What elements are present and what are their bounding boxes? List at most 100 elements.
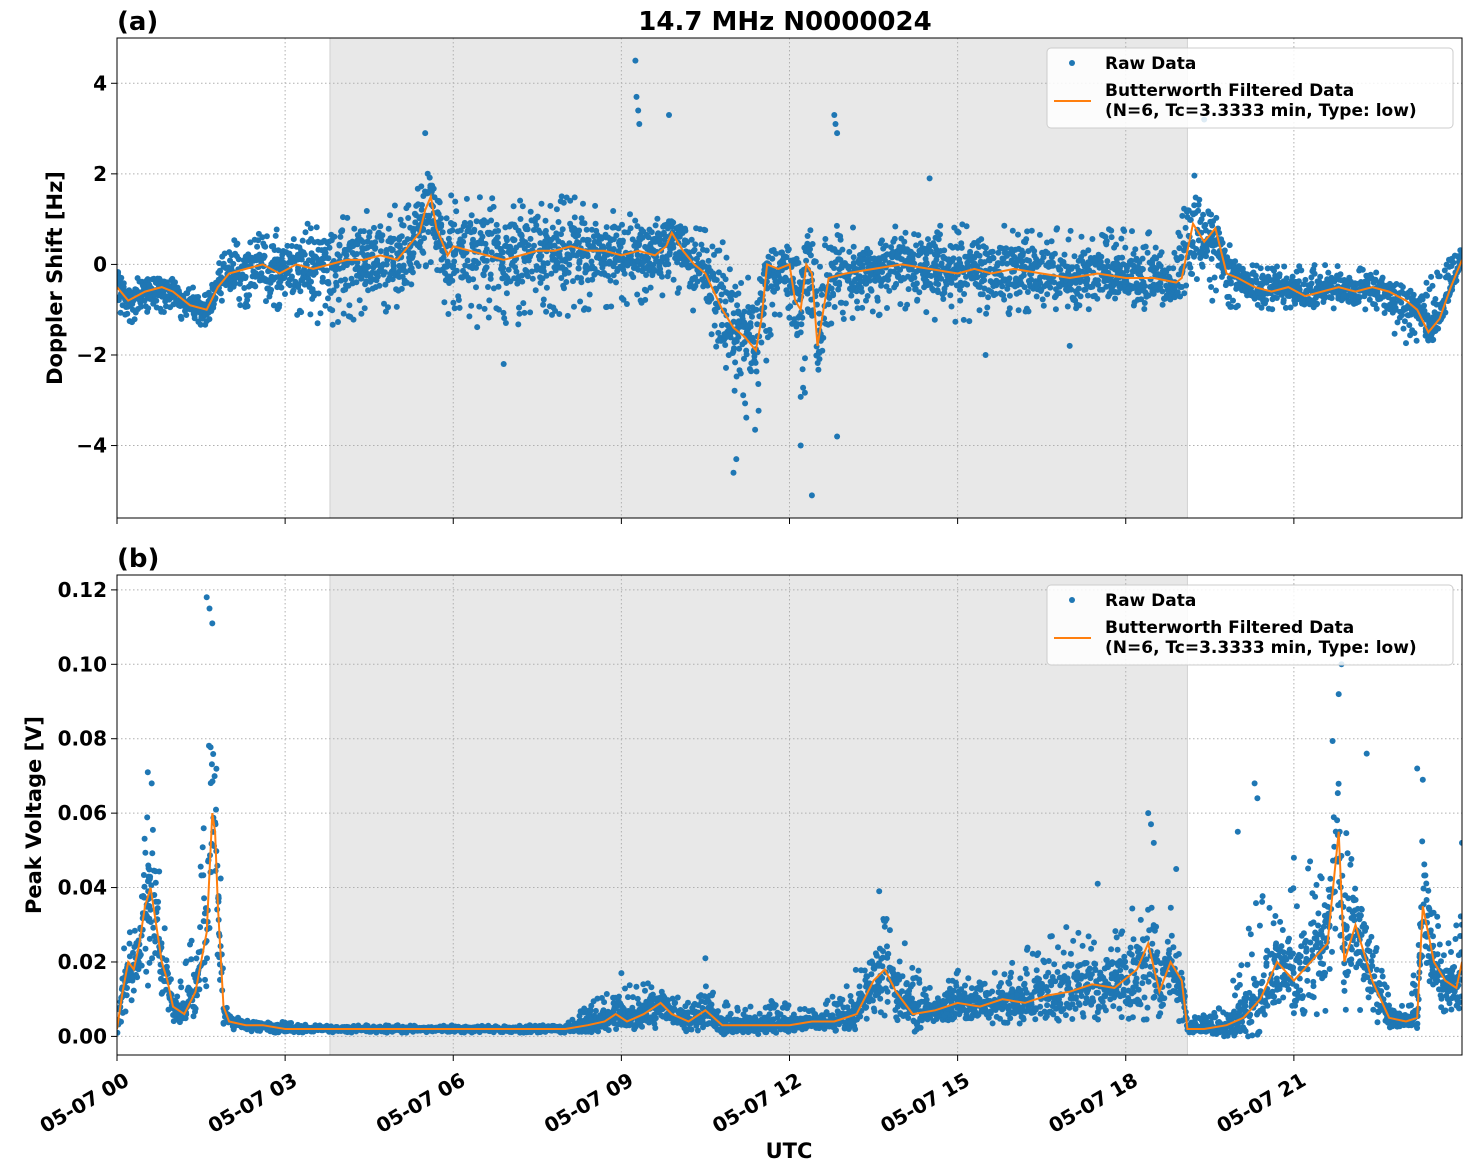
raw-data-point [748,368,754,374]
raw-data-point [382,269,388,275]
raw-data-point [325,255,331,261]
panel-a: (a) Doppler Shift [Hz] −4−2024Raw DataBu… [43,7,1465,524]
raw-data-point [1007,305,1013,311]
raw-data-point [1141,306,1147,312]
raw-data-point [851,244,857,250]
raw-data-point [481,272,487,278]
raw-data-point [1019,259,1025,265]
raw-data-point [1092,257,1098,263]
raw-data-point [530,276,536,282]
raw-data-point [937,223,943,229]
raw-data-point [897,301,903,307]
raw-data-point [1385,294,1391,300]
raw-data-point [716,248,722,254]
raw-data-point [923,309,929,315]
raw-data-point [253,274,259,280]
raw-data-point [1209,298,1215,304]
raw-data-point [856,274,862,280]
raw-data-point [723,276,729,282]
raw-data-point [156,869,162,875]
raw-data-point [1335,263,1341,269]
raw-data-point [787,303,793,309]
raw-data-point [1085,263,1091,269]
raw-data-point [504,237,510,243]
raw-data-point [333,273,339,279]
raw-data-point [503,243,509,249]
raw-data-point [758,340,764,346]
raw-data-point [534,263,540,269]
raw-data-point [843,300,849,306]
raw-data-point [1400,284,1406,290]
raw-data-point [484,258,490,264]
raw-data-point [605,260,611,266]
raw-data-point [1331,305,1337,311]
raw-data-point [957,260,963,266]
raw-data-point [1140,256,1146,262]
raw-data-point [826,301,832,307]
raw-data-point [806,286,812,292]
raw-data-point [1135,264,1141,270]
raw-data-point [495,228,501,234]
raw-data-point [956,230,962,236]
raw-data-point [1450,260,1456,266]
raw-data-point [1162,269,1168,275]
raw-data-point [1177,233,1183,239]
raw-data-point [374,257,380,263]
raw-data-point [665,261,671,267]
raw-data-point [584,227,590,233]
raw-data-point [850,315,856,321]
raw-data-point [952,319,958,325]
raw-data-point [320,275,326,281]
raw-data-spike [831,112,837,118]
raw-data-point [337,234,343,240]
raw-data-point [1009,258,1015,264]
raw-data-point [751,357,757,363]
panel-b: (b) Peak Voltage [V] 0.000.020.040.060.0… [22,544,1465,1138]
raw-data-point [1015,232,1021,238]
raw-data-point [561,285,567,291]
raw-data-point [401,267,407,273]
raw-data-point [553,260,559,266]
raw-data-point [1355,294,1361,300]
raw-data-point [666,269,672,275]
raw-data-point [883,243,889,249]
raw-data-point [877,312,883,318]
raw-data-point [1410,296,1416,302]
raw-data-point [676,285,682,291]
raw-data-point [1151,282,1157,288]
raw-data-point [473,284,479,290]
raw-data-point [608,304,614,310]
raw-data-point [1387,281,1393,287]
raw-data-point [466,313,472,319]
raw-data-point [984,305,990,311]
raw-data-point [563,267,569,273]
raw-data-point [656,263,662,269]
raw-data-point [420,250,426,256]
raw-data-point [896,246,902,252]
raw-data-point [1312,271,1318,277]
raw-data-point [190,285,196,291]
raw-data-point [397,235,403,241]
raw-data-point [1094,296,1100,302]
raw-data-point [556,219,562,225]
raw-data-point [632,218,638,224]
raw-data-point [622,271,628,277]
raw-data-point [983,245,989,251]
raw-data-point [1190,239,1196,245]
raw-data-point [561,200,567,206]
raw-data-point [769,248,775,254]
raw-data-point [203,983,209,989]
raw-data-point [353,241,359,247]
raw-data-point [1095,277,1101,283]
raw-data-point [741,309,747,315]
raw-data-point [543,228,549,234]
raw-data-point [1104,238,1110,244]
raw-data-point [376,283,382,289]
raw-data-point [418,183,424,189]
raw-data-point [361,239,367,245]
raw-data-point [839,247,845,253]
raw-data-point [511,275,517,281]
raw-data-point [1409,309,1415,315]
raw-data-point [892,236,898,242]
raw-data-point [1129,262,1135,268]
